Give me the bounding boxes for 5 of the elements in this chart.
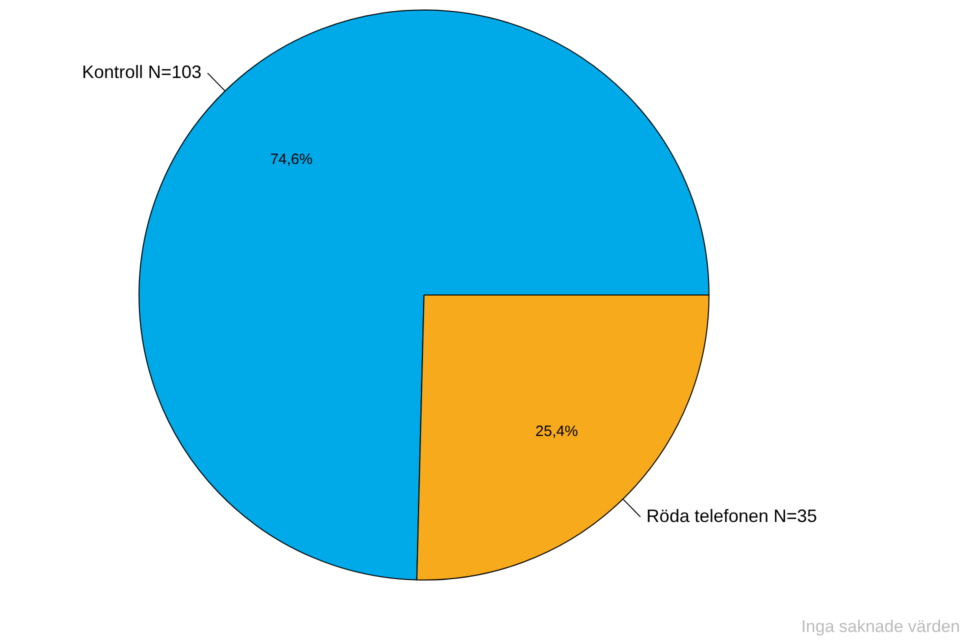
data-label: 25,4% bbox=[535, 423, 578, 440]
slice-label: Kontroll N=103 bbox=[82, 62, 202, 82]
text: Inga saknade värden bbox=[801, 617, 960, 636]
slice-label: Röda telefonen N=35 bbox=[646, 506, 818, 526]
data-label: 74,6% bbox=[270, 150, 313, 168]
